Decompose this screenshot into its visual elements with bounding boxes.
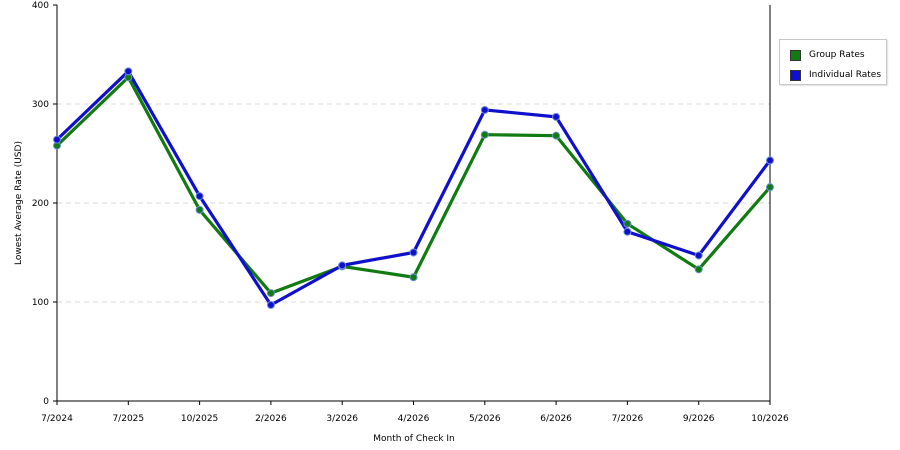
series-line-group-rates <box>55 75 772 295</box>
legend-swatch-group-rates <box>790 49 801 61</box>
x-tick-label: 10/2025 <box>181 414 218 424</box>
data-point-individual-rates <box>195 192 204 201</box>
y-tick-label: 100 <box>32 298 49 308</box>
legend-item-group-rates: Group Rates <box>790 49 865 61</box>
data-point-individual-rates <box>266 300 275 309</box>
legend-swatch-individual-rates <box>790 69 801 81</box>
data-point-group-rates <box>623 219 632 228</box>
x-tick-label: 3/2026 <box>326 414 358 424</box>
legend-label-individual-rates: Individual Rates <box>809 70 882 80</box>
x-tick-label: 5/2026 <box>469 414 501 424</box>
y-tick-label: 300 <box>32 100 49 110</box>
data-point-group-rates <box>552 131 561 140</box>
data-point-individual-rates <box>623 227 632 236</box>
x-tick-label: 2/2026 <box>255 414 287 424</box>
series <box>53 67 774 309</box>
data-point-individual-rates <box>409 248 418 257</box>
y-tick-label: 0 <box>43 397 49 407</box>
x-tick-label: 4/2026 <box>398 414 430 424</box>
y-axis-title: Lowest Average Rate (USD) <box>14 141 24 265</box>
x-tick-label: 7/2024 <box>41 414 73 424</box>
x-tick-label: 6/2026 <box>540 414 572 424</box>
legend-item-individual-rates: Individual Rates <box>790 69 881 81</box>
series-line-individual-rates <box>55 69 772 307</box>
data-point-individual-rates <box>766 156 774 165</box>
data-point-group-rates <box>195 205 204 214</box>
data-point-individual-rates <box>694 251 703 260</box>
x-tick-label: 7/2025 <box>112 414 144 424</box>
legend: Group Rates Individual Rates <box>779 39 887 85</box>
data-point-group-rates <box>766 183 774 192</box>
x-tick-label: 9/2026 <box>683 414 715 424</box>
data-point-individual-rates <box>338 261 347 270</box>
x-axis-title: Month of Check In <box>373 434 455 444</box>
data-point-individual-rates <box>53 135 61 144</box>
gridlines <box>57 103 770 303</box>
data-point-individual-rates <box>124 67 133 76</box>
data-point-group-rates <box>694 265 703 274</box>
data-point-individual-rates <box>552 112 561 121</box>
y-tick-label: 200 <box>32 199 49 209</box>
x-tick-label: 10/2026 <box>751 414 789 424</box>
y-tick-label: 400 <box>32 1 49 11</box>
legend-label-group-rates: Group Rates <box>809 50 865 60</box>
data-point-group-rates <box>480 130 489 139</box>
data-point-group-rates <box>266 289 275 298</box>
data-point-group-rates <box>409 273 418 282</box>
ticks: 0 100 200 300 400 7/2024 7/2025 10/2025 2/2026 3/… <box>32 1 789 424</box>
x-tick-label: 7/2026 <box>612 414 644 424</box>
data-point-individual-rates <box>480 105 489 114</box>
